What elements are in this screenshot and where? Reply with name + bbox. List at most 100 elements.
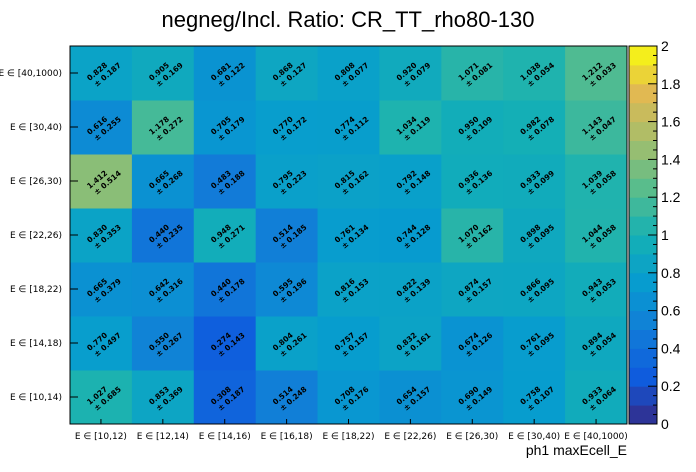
heatmap-cell bbox=[70, 46, 133, 101]
heatmap-cell bbox=[565, 46, 628, 101]
heatmap-cell bbox=[503, 208, 566, 263]
heatmap-cell bbox=[379, 262, 442, 317]
heatmap-cell bbox=[255, 208, 319, 263]
y-tick-labels: E ∈ [10,14) E ∈ [14,18) E ∈ [18,22) E ∈ [22… bbox=[0, 69, 78, 403]
heatmap-cell bbox=[131, 370, 195, 425]
color-scale-bin bbox=[629, 310, 657, 330]
color-scale-bin bbox=[629, 83, 657, 104]
x-tick-label: E ∈ [18,22) bbox=[322, 432, 374, 442]
heatmap-cell bbox=[131, 262, 195, 317]
x-tick-label: E ∈ [14,16) bbox=[199, 432, 251, 442]
heatmap-cell bbox=[379, 208, 442, 263]
heatmap-cell bbox=[255, 100, 319, 155]
heatmap-cell bbox=[565, 262, 628, 317]
heatmap-cell bbox=[193, 370, 257, 425]
x-tick-label: E ∈ [22,26) bbox=[384, 432, 436, 442]
x-tick-label: E ∈ [10,12) bbox=[75, 432, 127, 442]
heatmap-cell bbox=[565, 316, 628, 371]
heatmap-cell bbox=[70, 154, 133, 209]
color-scale-tick-label: 0.2 bbox=[661, 378, 681, 394]
heatmap-cell bbox=[317, 262, 380, 317]
y-tick-label: E ∈ [40,1000) bbox=[0, 69, 62, 79]
color-scale-bin bbox=[629, 291, 657, 312]
color-scale-bin bbox=[629, 178, 657, 198]
heatmap-cell bbox=[441, 154, 504, 209]
color-scale-bin bbox=[629, 159, 657, 179]
color-scale-tick-label: 1.2 bbox=[661, 189, 681, 205]
color-scale-tick-label: 1.8 bbox=[661, 76, 681, 92]
color-scale-bin bbox=[629, 348, 657, 368]
heatmap-cell bbox=[441, 370, 504, 425]
x-tick-label: E ∈ [16,18) bbox=[261, 432, 313, 442]
x-axis-label: ph1 maxEcell_E bbox=[526, 442, 627, 458]
heatmap-cell bbox=[379, 100, 442, 155]
heatmap-cell bbox=[193, 316, 257, 371]
heatmap-cell bbox=[70, 370, 133, 425]
heatmap-cell bbox=[503, 46, 566, 101]
color-scale-bin bbox=[629, 64, 657, 85]
color-scale-bin bbox=[629, 405, 657, 425]
y-tick-label: E ∈ [22,26) bbox=[10, 231, 62, 241]
heatmap-cell bbox=[565, 154, 628, 209]
chart-title: negneg/Incl. Ratio: CR_TT_rho80-130 bbox=[162, 7, 535, 32]
heatmap-cell bbox=[70, 316, 133, 371]
x-tick-labels: E ∈ [10,12) E ∈ [12,14) E ∈ [14,16) E ∈ [16… bbox=[75, 419, 628, 442]
heatmap-cell bbox=[379, 154, 442, 209]
color-scale-tick-label: 0.8 bbox=[661, 265, 681, 281]
heatmap-cell bbox=[131, 46, 195, 101]
heatmap-cell bbox=[317, 100, 380, 155]
heatmap-cell bbox=[441, 262, 504, 317]
heatmap-cell bbox=[193, 100, 257, 155]
color-scale-tick-label: 1.4 bbox=[661, 151, 681, 167]
y-tick-label: E ∈ [30,40) bbox=[10, 123, 62, 133]
heatmap-cell bbox=[503, 316, 566, 371]
heatmap-cell bbox=[441, 208, 504, 263]
heatmap-cell bbox=[503, 100, 566, 155]
color-scale-bin bbox=[629, 253, 657, 274]
heatmap-cell bbox=[131, 154, 195, 209]
color-scale-tick-label: 1.6 bbox=[661, 114, 681, 130]
y-tick-label: E ∈ [14,18) bbox=[10, 339, 62, 349]
color-scale-bar: 0 0.2 0.4 0.6 0.8 1 1.2 1.4 1.6 1.8 2 bbox=[628, 38, 681, 432]
heatmap-cell bbox=[255, 262, 319, 317]
y-tick-label: E ∈ [18,22) bbox=[10, 285, 62, 295]
color-scale-bin bbox=[629, 386, 657, 406]
color-scale-tick-label: 1 bbox=[661, 227, 669, 243]
heatmap-cell bbox=[379, 370, 442, 425]
heatmap-cell bbox=[503, 262, 566, 317]
heatmap-cell bbox=[565, 100, 628, 155]
heatmap-cell bbox=[379, 316, 442, 371]
color-scale-bin bbox=[629, 140, 657, 160]
color-scale-bin bbox=[629, 46, 657, 66]
color-scale-bin bbox=[629, 367, 657, 387]
x-tick-label: E ∈ [26,30) bbox=[446, 432, 498, 442]
heatmap-cell bbox=[317, 154, 380, 209]
y-tick-label: E ∈ [26,30) bbox=[10, 177, 62, 187]
x-tick-label: E ∈ [12,14) bbox=[137, 432, 189, 442]
heatmap-cell bbox=[193, 262, 257, 317]
heatmap-cell bbox=[441, 46, 504, 101]
heatmap-cell bbox=[131, 100, 195, 155]
y-tick-label: E ∈ [10,14) bbox=[10, 393, 62, 403]
heatmap-cell bbox=[70, 208, 133, 263]
heatmap-cell bbox=[70, 100, 133, 155]
heatmap-cell bbox=[317, 46, 380, 101]
heatmap-cell bbox=[255, 46, 319, 101]
x-tick-label: E ∈ [40,1000) bbox=[564, 432, 628, 442]
heatmap-cell bbox=[317, 370, 380, 425]
color-scale-tick-label: 0 bbox=[661, 416, 669, 432]
heatmap-cell bbox=[317, 208, 380, 263]
heatmap-cell bbox=[193, 154, 257, 209]
x-tick-label: E ∈ [30,40) bbox=[508, 432, 560, 442]
heatmap-cell bbox=[503, 370, 566, 425]
heatmap-cell bbox=[255, 154, 319, 209]
heatmap-cells bbox=[70, 46, 628, 425]
color-scale-bin bbox=[629, 102, 657, 123]
heatmap-cell bbox=[379, 46, 442, 101]
heatmap-cell bbox=[255, 316, 319, 371]
heatmap-cell bbox=[441, 316, 504, 371]
color-scale-tick-label: 0.6 bbox=[661, 303, 681, 319]
heatmap-cell bbox=[70, 262, 133, 317]
color-scale-bin bbox=[629, 216, 657, 236]
